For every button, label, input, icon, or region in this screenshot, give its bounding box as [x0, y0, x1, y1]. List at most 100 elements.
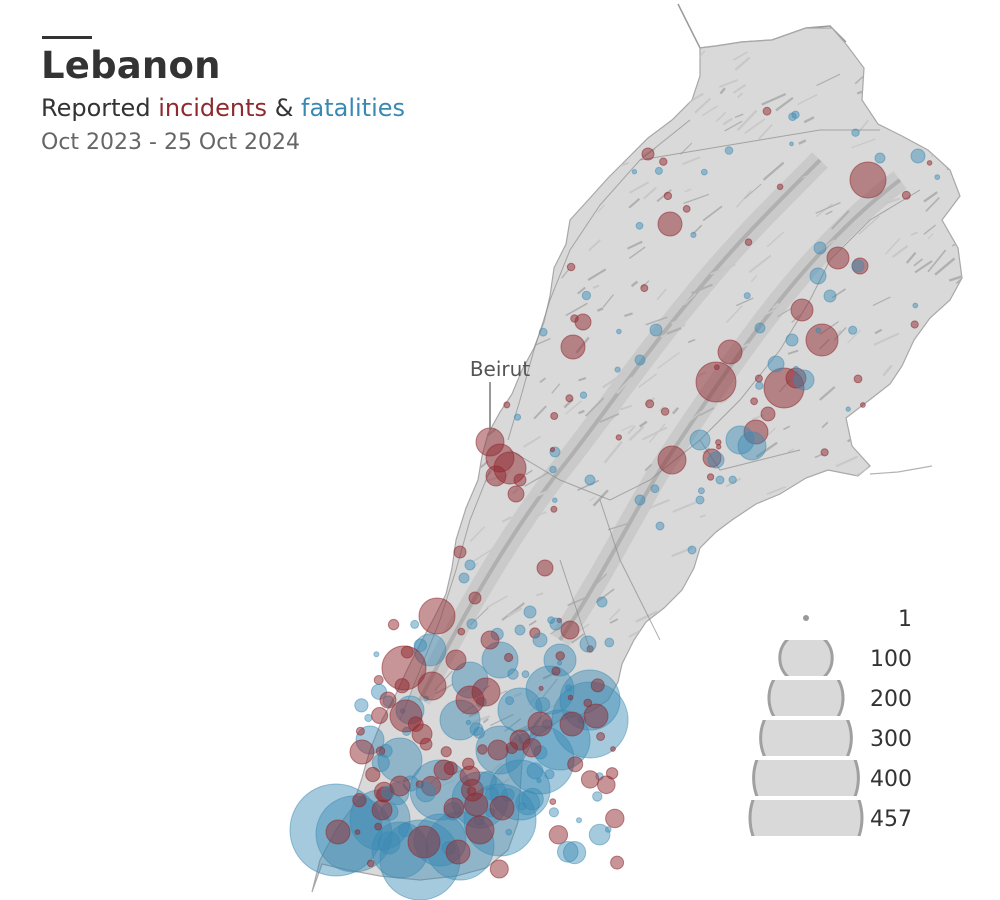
terrain-hatch [551, 383, 561, 394]
terrain-hatch [535, 337, 551, 346]
fatality-bubble [793, 369, 815, 391]
fatality-bubble [514, 624, 526, 636]
incident-bubble [550, 412, 559, 420]
fatality-bubble [413, 638, 428, 652]
terrain-hatch [732, 84, 747, 94]
terrain-hatch [934, 257, 956, 276]
incident-bubble [538, 685, 544, 691]
terrain-hatch [885, 448, 891, 455]
incident-bubble [744, 238, 753, 246]
terrain-hatch [599, 413, 620, 423]
terrain-hatch [724, 120, 743, 132]
fatality-bubble [614, 366, 621, 373]
terrain-hatch [486, 595, 508, 609]
fatality-bubble [481, 641, 519, 679]
terrain-hatch [433, 168, 440, 176]
fatality-bubble [823, 289, 837, 303]
terrain-hatch [770, 495, 791, 515]
terrain-hatch [874, 328, 883, 335]
incident-bubble [445, 839, 471, 865]
terrain-hatch [657, 352, 680, 369]
incident-bubble [590, 678, 605, 693]
terrain-hatch [892, 531, 907, 538]
terrain-hatch [687, 733, 694, 740]
fatality-bubble [655, 521, 665, 531]
terrain-hatch [628, 630, 640, 638]
incident-bubble [641, 147, 655, 161]
incident-bubble [373, 675, 384, 685]
terrain-hatch [849, 549, 857, 554]
terrain-hatch [942, 349, 959, 366]
terrain-hatch [525, 469, 533, 476]
terrain-hatch [628, 246, 646, 259]
terrain-hatch [783, 530, 804, 550]
fatality-bubble [579, 635, 597, 653]
terrain-hatch [454, 256, 465, 265]
terrain-hatch [927, 249, 947, 273]
terrain-hatch [672, 407, 680, 415]
incident-bubble [566, 262, 576, 272]
terrain-hatch [500, 134, 516, 153]
terrain-hatch [932, 669, 946, 677]
incident-bubble [750, 397, 758, 406]
terrain-hatch [839, 574, 864, 585]
terrain-hatch [927, 233, 934, 240]
terrain-hatch [586, 167, 602, 177]
incident-bubble [513, 473, 527, 487]
fatality-bubble [767, 355, 785, 373]
fatality-bubble [737, 431, 767, 461]
incident-bubble [849, 161, 887, 199]
fatality-bubble [635, 221, 644, 230]
fatality-bubble [848, 325, 858, 335]
legend-item: 400 [752, 760, 912, 796]
terrain-hatch [620, 424, 634, 432]
terrain-hatch [438, 490, 449, 496]
terrain-hatch [466, 212, 491, 228]
incident-bubble [550, 505, 558, 513]
incident-bubble [389, 775, 411, 797]
incident-bubble [365, 766, 381, 783]
road [639, 129, 880, 161]
terrain-hatch [797, 94, 818, 106]
fatality-bubble [518, 802, 527, 811]
fatality-bubble [616, 328, 622, 335]
incident-bubble [355, 726, 365, 736]
terrain-hatch [970, 528, 986, 533]
terrain-hatch [748, 254, 772, 274]
incident-bubble [713, 364, 720, 371]
terrain-hatch [648, 498, 671, 510]
terrain-hatch [677, 614, 685, 620]
fatality-bubble [538, 327, 548, 337]
fatality-bubble [604, 637, 615, 648]
terrain-hatch [920, 658, 927, 666]
terrain-hatch [839, 638, 861, 651]
fatality-bubble [548, 807, 560, 818]
terrain-hatch [835, 455, 858, 468]
incident-bubble [853, 374, 863, 384]
terrain-hatch [545, 49, 563, 67]
terrain-hatch [775, 96, 794, 112]
legend-symbol [752, 760, 860, 796]
terrain-hatch [513, 692, 523, 698]
fatality-bubble [521, 670, 530, 679]
terrain-hatch [699, 514, 706, 518]
legend-item: 457 [748, 800, 912, 836]
terrain-hatch [533, 177, 543, 187]
terrain-hatch [762, 161, 785, 181]
terrain-hatch [891, 244, 909, 259]
terrain-hatch [953, 301, 962, 322]
terrain-hatch [595, 573, 608, 585]
fatality-bubble [581, 290, 592, 301]
terrain-hatch [674, 615, 693, 624]
incident-bubble [615, 434, 622, 441]
legend-item: 200 [767, 680, 912, 716]
terrain-hatch [936, 787, 951, 795]
terrain-hatch [955, 271, 962, 285]
terrain-hatch [454, 165, 471, 185]
incident-bubble [371, 707, 389, 724]
terrain-hatch [628, 99, 645, 111]
terrain-hatch [585, 397, 605, 417]
fatality-bubble [513, 413, 522, 421]
terrain-hatch [766, 486, 786, 495]
